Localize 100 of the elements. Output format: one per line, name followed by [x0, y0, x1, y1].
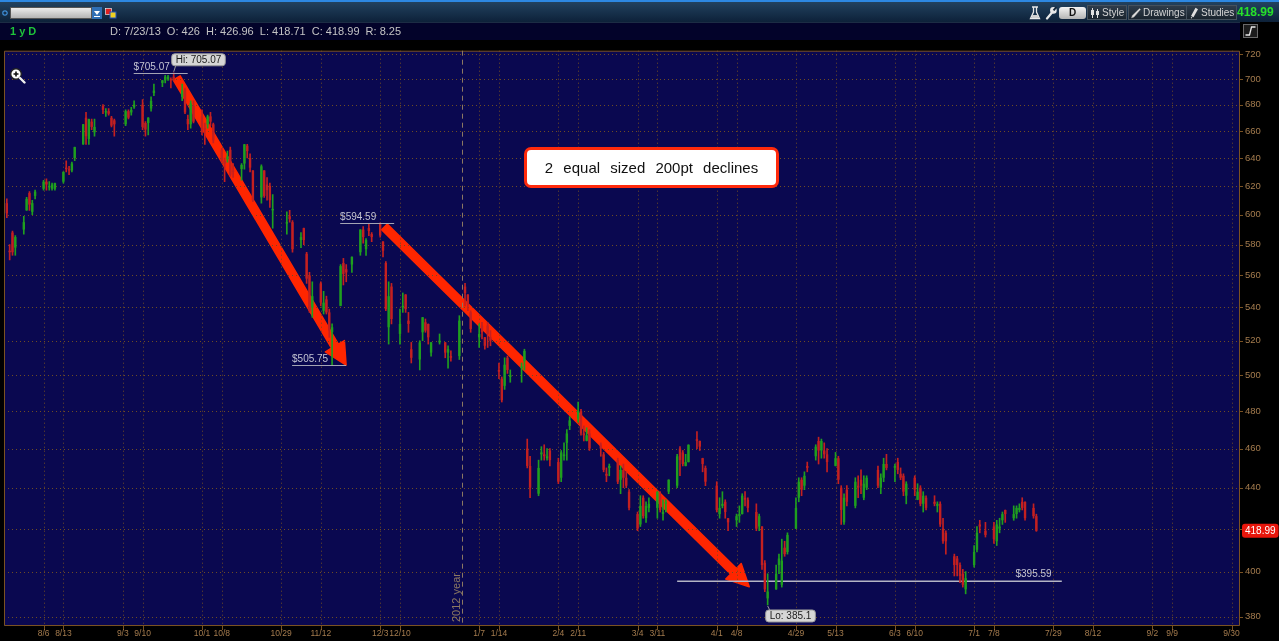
candlestick — [800, 477, 803, 497]
annotation: Lo: 385.1 — [769, 610, 812, 622]
candlestick — [636, 511, 639, 532]
y-tick-label: 500 — [1245, 368, 1261, 380]
candlestick — [288, 210, 291, 223]
candlestick — [90, 118, 93, 130]
y-tick-label: 720 — [1245, 47, 1261, 59]
candlestick — [446, 345, 450, 369]
y-tick-label: 600 — [1245, 208, 1261, 220]
x-tick-label: 9/9 — [1166, 628, 1179, 639]
x-tick-label: 9/10 — [134, 628, 152, 639]
candlestick — [260, 164, 263, 204]
candlestick — [45, 178, 48, 191]
candlestick — [704, 465, 707, 487]
candlestick — [718, 497, 721, 519]
annotation: Hi: 705.07 — [175, 54, 222, 66]
candlestick — [390, 283, 393, 325]
y-tick-label: 700 — [1245, 72, 1261, 84]
x-tick-label: 10/8 — [213, 628, 231, 639]
candlestick — [458, 315, 461, 360]
x-tick-label: 10/29 — [270, 628, 293, 639]
candlestick — [62, 171, 65, 184]
candlestick — [14, 235, 17, 256]
candlestick — [42, 179, 45, 191]
candlestick — [885, 454, 888, 471]
text: 418.99 — [1237, 5, 1274, 20]
candlestick — [506, 355, 509, 374]
candlestick — [854, 477, 857, 509]
y-tick-label: 480 — [1245, 404, 1261, 416]
x-tick-label: 2/11 — [570, 628, 587, 639]
y-tick-label: 640 — [1245, 151, 1261, 163]
candlestick — [404, 294, 407, 313]
x-tick-label: 8/6 — [37, 628, 50, 639]
annotation: $395.59 — [1015, 568, 1053, 580]
candlestick — [107, 108, 110, 116]
candlestick — [919, 485, 922, 507]
y-tick-label: 580 — [1245, 238, 1261, 250]
candlestick — [127, 109, 130, 120]
candlestick — [588, 429, 591, 451]
y-tick-label: 540 — [1245, 301, 1261, 313]
candlestick — [113, 118, 116, 137]
candlestick — [916, 483, 919, 501]
y-tick-label: 400 — [1245, 565, 1261, 577]
candlestick — [667, 479, 670, 495]
candlestick — [786, 532, 789, 555]
x-tick-label: 10/1 — [193, 628, 211, 639]
candlestick — [28, 191, 31, 211]
style-button: Style — [1087, 5, 1128, 20]
x-tick-label: 6/10 — [906, 628, 924, 639]
candlestick — [206, 114, 209, 129]
candlestick — [342, 258, 345, 286]
candlestick — [387, 281, 390, 345]
annotation: 418.99 — [1245, 524, 1277, 536]
y-tick-label: 660 — [1245, 124, 1261, 136]
candlestick — [192, 100, 195, 124]
y-tick-label: 680 — [1245, 98, 1261, 110]
d-button: D — [1059, 7, 1086, 19]
x-tick-label: 7/8 — [988, 628, 1001, 639]
y-tick-label: 560 — [1245, 269, 1261, 281]
x-tick-label: 4/8 — [730, 628, 743, 639]
candlestick — [271, 194, 274, 229]
candlestick — [25, 197, 28, 211]
candlestick — [523, 348, 526, 371]
candlestick — [503, 357, 506, 390]
candlestick — [509, 369, 512, 383]
y-tick-label: 620 — [1245, 179, 1261, 191]
x-tick-label: 12/3 — [371, 628, 389, 639]
x-tick-label: 7/1 — [968, 628, 981, 639]
candlestick — [359, 229, 362, 256]
candlestick — [424, 318, 427, 333]
x-tick-label: 8/12 — [1084, 628, 1102, 639]
candlestick — [11, 230, 14, 256]
candlestick — [1018, 503, 1021, 513]
chart-title: 1 y D — [10, 24, 37, 38]
y-tick-label: 520 — [1245, 334, 1261, 346]
ref-line-label: 2012 year — [449, 572, 462, 622]
annotation: $594.59 — [340, 210, 377, 222]
candlestick — [540, 446, 543, 461]
x-tick-label: 9/3 — [116, 628, 129, 639]
x-tick-label: 3/4 — [631, 628, 644, 639]
x-tick-label: 7/29 — [1045, 628, 1062, 639]
drawings-button: Drawings — [1128, 5, 1188, 20]
candlestick — [803, 471, 806, 491]
candlestick — [687, 444, 690, 463]
candlestick — [285, 211, 289, 235]
candlestick — [1015, 505, 1018, 519]
studies-button: Studies — [1186, 5, 1238, 20]
x-tick-label: 4/29 — [787, 628, 805, 639]
candlestick — [978, 519, 981, 534]
candlestick — [984, 522, 987, 538]
y-tick-label: 380 — [1245, 610, 1261, 622]
x-tick-label: 3/11 — [649, 628, 666, 639]
y-tick-label: 460 — [1245, 442, 1261, 454]
candlestick — [820, 438, 823, 459]
candlestick — [322, 291, 325, 315]
x-tick-label: 8/13 — [55, 628, 72, 639]
x-tick-label: 9/2 — [1146, 628, 1159, 639]
candlestick — [837, 455, 840, 485]
candlestick — [936, 501, 939, 513]
candlestick — [766, 573, 769, 606]
